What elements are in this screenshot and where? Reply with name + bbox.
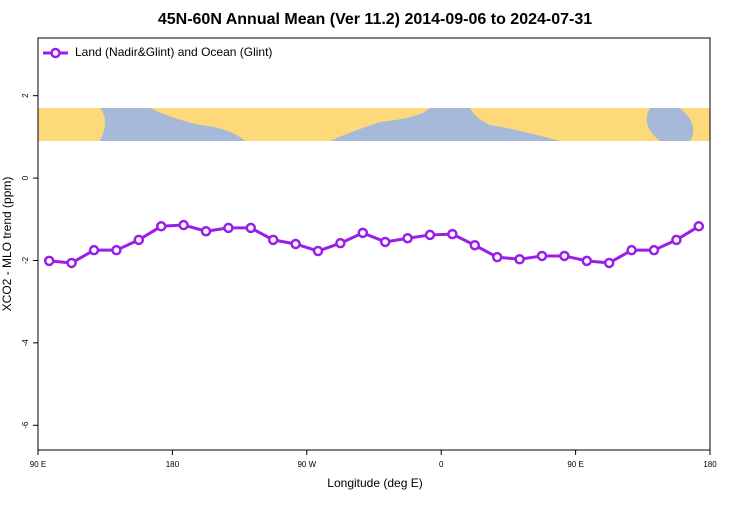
data-point	[335, 237, 346, 249]
data-point	[178, 219, 189, 231]
y-tick-label: -4	[21, 339, 30, 347]
x-axis-label: Longitude (deg E)	[327, 476, 422, 490]
data-point	[312, 245, 324, 257]
data-point	[379, 236, 391, 248]
x-tick-label: 180	[703, 460, 717, 469]
data-point	[43, 255, 55, 267]
y-tick-label: 2	[21, 93, 30, 98]
data-point	[603, 257, 615, 269]
legend-marker	[50, 47, 61, 59]
data-point	[267, 234, 279, 246]
data-point	[88, 244, 100, 256]
data-point	[491, 251, 503, 263]
y-tick-label: -2	[21, 256, 30, 264]
data-point	[245, 222, 257, 234]
plot-frame	[37, 37, 711, 451]
series-line	[49, 223, 700, 265]
chart-title: 45N-60N Annual Mean (Ver 11.2) 2014-09-0…	[158, 11, 592, 28]
data-point	[581, 255, 593, 267]
x-tick-label: 90 W	[297, 460, 316, 469]
data-point	[66, 257, 77, 269]
y-tick-label: 0	[21, 175, 30, 180]
y-axis-label: XCO2 - MLO trend (ppm)	[0, 177, 14, 312]
x-tick-label: 90 E	[30, 460, 46, 469]
data-point	[671, 234, 682, 246]
x-tick-label: 90 E	[567, 460, 583, 469]
data-point	[357, 227, 369, 239]
data-point	[223, 222, 234, 234]
data-point	[693, 221, 705, 232]
x-tick-label: 0	[439, 460, 444, 469]
data-point	[424, 229, 436, 241]
data-point	[200, 225, 212, 237]
data-point	[469, 239, 481, 251]
data-point	[402, 232, 413, 244]
x-tick-label: 180	[166, 460, 180, 469]
data-point	[111, 244, 122, 256]
data-point	[290, 238, 301, 250]
data-point	[133, 234, 145, 246]
legend-label: Land (Nadir&Glint) and Ocean (Glint)	[75, 45, 272, 59]
data-point	[648, 244, 660, 256]
data-point	[155, 221, 167, 232]
data-point	[536, 250, 548, 262]
y-tick-label: -6	[21, 421, 30, 429]
map-band	[38, 108, 710, 141]
data-point	[626, 244, 637, 256]
data-point	[447, 228, 458, 240]
data-point	[514, 253, 525, 265]
data-point	[559, 250, 570, 262]
